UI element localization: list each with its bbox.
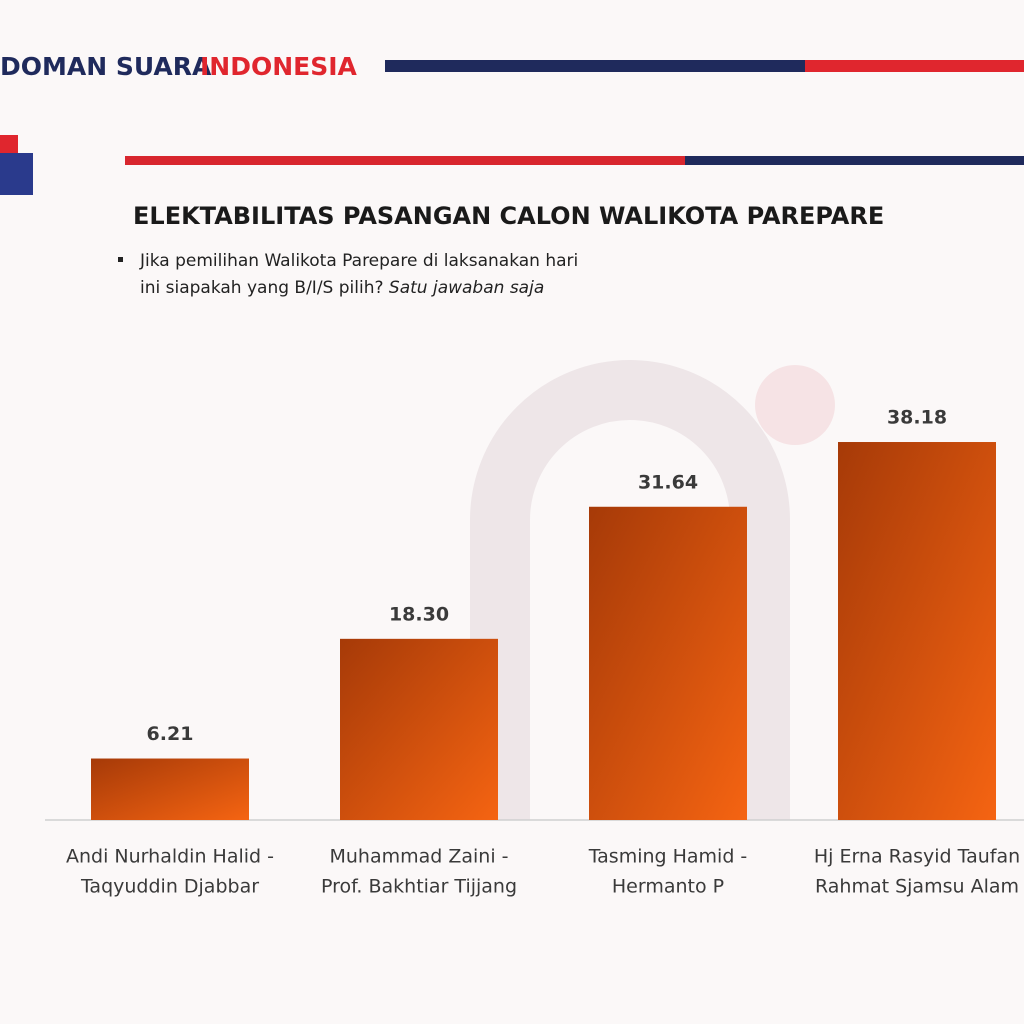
value-label: 31.64 [638, 471, 698, 493]
subtitle-italic: Satu jawaban saja [389, 278, 544, 298]
value-label: 38.18 [887, 407, 947, 429]
x-tick-label: Prof. Bakhtiar Tijjang [321, 876, 517, 898]
brand-navy: DOMAN SUARA [0, 52, 212, 81]
chart-title: ELEKTABILITAS PASANGAN CALON WALIKOTA PA… [133, 202, 884, 230]
bar [589, 506, 747, 820]
subtitle-line: Jika pemilihan Walikota Parepare di laks… [139, 251, 578, 271]
x-tick-label: Hermanto P [612, 876, 724, 898]
x-tick-label: Taqyuddin Djabbar [80, 876, 259, 898]
x-tick-label: Muhammad Zaini - [329, 846, 508, 868]
brand-red: INDONESIA [200, 52, 358, 81]
bullet [118, 257, 123, 262]
subtitle-text: ini siapakah yang B/I/S pilih? [140, 278, 384, 298]
subtitle-line: ini siapakah yang B/I/S pilih? Satu jawa… [140, 278, 544, 298]
side-block-red [0, 135, 18, 153]
bar [838, 442, 996, 820]
x-tick-label: Tasming Hamid - [588, 846, 748, 868]
x-tick-label: Rahmat Sjamsu Alam [815, 876, 1019, 898]
side-block-navy [0, 153, 33, 195]
bar [91, 758, 249, 820]
header-line-navy [385, 60, 805, 72]
title-line-navy [685, 156, 1024, 165]
value-label: 18.30 [389, 603, 449, 625]
x-tick-label: Andi Nurhaldin Halid - [66, 846, 274, 868]
title-line-red [125, 156, 685, 165]
watermark-dot [755, 365, 835, 445]
header-line-red [805, 60, 1024, 72]
watermark [470, 360, 790, 820]
x-tick-label: Hj Erna Rasyid Taufan [814, 846, 1020, 868]
bar [340, 638, 498, 820]
value-label: 6.21 [147, 723, 194, 745]
